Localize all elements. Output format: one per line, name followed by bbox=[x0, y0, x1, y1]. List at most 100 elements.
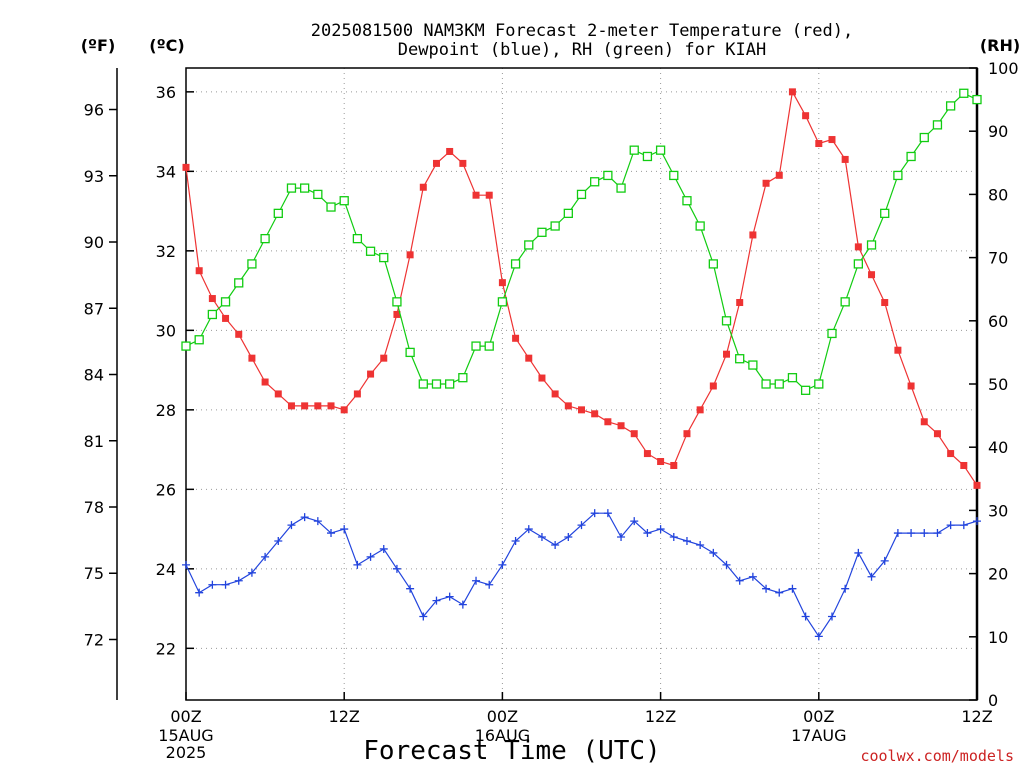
data-point bbox=[932, 120, 943, 130]
data-point bbox=[933, 430, 941, 438]
data-point bbox=[617, 533, 626, 542]
data-point bbox=[603, 509, 612, 518]
series-2-meter-temperature bbox=[182, 88, 981, 489]
data-point bbox=[485, 580, 494, 589]
data-point bbox=[248, 354, 256, 362]
data-point bbox=[301, 402, 309, 410]
data-point bbox=[551, 390, 559, 398]
data-point bbox=[946, 521, 955, 530]
rh-tick-label: 70 bbox=[988, 249, 1008, 268]
data-point bbox=[867, 572, 876, 581]
data-point bbox=[445, 592, 454, 601]
x-tick-date: 15AUG bbox=[158, 726, 213, 745]
data-point bbox=[406, 584, 415, 593]
fahrenheit-tick-label: 84 bbox=[84, 366, 104, 385]
data-point bbox=[762, 179, 770, 187]
rh-tick-label: 40 bbox=[988, 438, 1008, 457]
data-point bbox=[643, 450, 651, 458]
data-point bbox=[960, 461, 968, 469]
data-point bbox=[353, 560, 362, 569]
data-point bbox=[446, 147, 454, 155]
data-point bbox=[696, 540, 705, 549]
data-point bbox=[353, 390, 361, 398]
axes: 22 24 26 28 30 32 34 36 72 75 78 81 84 87 90 93 96 0 10 20 3… bbox=[84, 59, 1019, 762]
data-point bbox=[220, 297, 231, 307]
data-point bbox=[525, 354, 533, 362]
series-line bbox=[185, 89, 978, 486]
data-point bbox=[761, 379, 771, 389]
data-point bbox=[788, 584, 797, 593]
data-point bbox=[577, 521, 586, 530]
data-point bbox=[920, 418, 928, 426]
data-point bbox=[907, 529, 916, 538]
data-point bbox=[828, 136, 836, 144]
data-point bbox=[841, 584, 850, 593]
data-point bbox=[498, 279, 506, 287]
data-point bbox=[933, 529, 942, 538]
data-point bbox=[749, 231, 757, 239]
data-point bbox=[590, 177, 600, 187]
data-point bbox=[801, 612, 810, 621]
fahrenheit-tick-label: 75 bbox=[84, 564, 104, 583]
data-point bbox=[736, 299, 744, 307]
data-point bbox=[972, 94, 982, 105]
data-point bbox=[406, 251, 414, 259]
data-point bbox=[340, 406, 348, 414]
celsius-tick-label: 22 bbox=[156, 639, 176, 658]
celsius-tick-label: 24 bbox=[156, 560, 176, 579]
data-point bbox=[683, 430, 691, 438]
rh-tick-label: 10 bbox=[988, 628, 1008, 647]
data-point bbox=[564, 402, 572, 410]
data-point bbox=[247, 568, 256, 577]
data-point bbox=[709, 548, 718, 557]
data-point bbox=[261, 378, 269, 386]
data-point bbox=[603, 170, 613, 181]
data-point bbox=[379, 252, 389, 263]
data-point bbox=[313, 517, 322, 526]
data-point bbox=[576, 189, 587, 200]
x-tick-label: 00Z bbox=[170, 707, 201, 726]
data-point bbox=[510, 259, 521, 269]
data-point bbox=[405, 347, 415, 358]
data-point bbox=[431, 379, 442, 389]
data-point bbox=[392, 297, 402, 307]
rh-tick-label: 60 bbox=[988, 312, 1008, 331]
data-point bbox=[708, 259, 718, 269]
x-tick-year: 2025 bbox=[166, 743, 207, 762]
chart-title-line2: Dewpoint (blue), RH (green) for KIAH bbox=[398, 40, 766, 60]
data-point bbox=[802, 112, 810, 120]
data-point bbox=[854, 548, 863, 557]
data-point bbox=[432, 159, 440, 167]
data-point bbox=[512, 334, 520, 342]
data-point bbox=[537, 533, 546, 542]
celsius-tick-label: 28 bbox=[156, 401, 176, 420]
data-point bbox=[261, 552, 270, 561]
data-point bbox=[365, 246, 376, 256]
data-point bbox=[459, 159, 467, 167]
data-point bbox=[655, 145, 666, 155]
data-point bbox=[590, 509, 599, 518]
series-rh bbox=[181, 88, 982, 395]
data-point bbox=[182, 560, 190, 569]
data-point bbox=[591, 410, 599, 418]
data-point bbox=[630, 430, 638, 438]
fahrenheit-tick-label: 81 bbox=[84, 432, 104, 451]
x-axis-title: Forecast Time (UTC) bbox=[363, 736, 660, 766]
data-point bbox=[195, 267, 203, 275]
data-point bbox=[814, 632, 823, 641]
data-point bbox=[696, 406, 704, 414]
data-point bbox=[959, 88, 969, 98]
data-point bbox=[207, 309, 218, 320]
data-point bbox=[314, 402, 322, 410]
data-point bbox=[326, 202, 336, 212]
data-point bbox=[630, 517, 639, 526]
plot-frame bbox=[185, 67, 978, 701]
data-point bbox=[721, 316, 732, 326]
data-point bbox=[945, 101, 956, 111]
data-point bbox=[299, 183, 310, 193]
data-point bbox=[670, 461, 678, 469]
data-series bbox=[181, 88, 982, 641]
data-point bbox=[538, 374, 546, 382]
data-point bbox=[379, 544, 388, 553]
data-point bbox=[735, 576, 744, 585]
